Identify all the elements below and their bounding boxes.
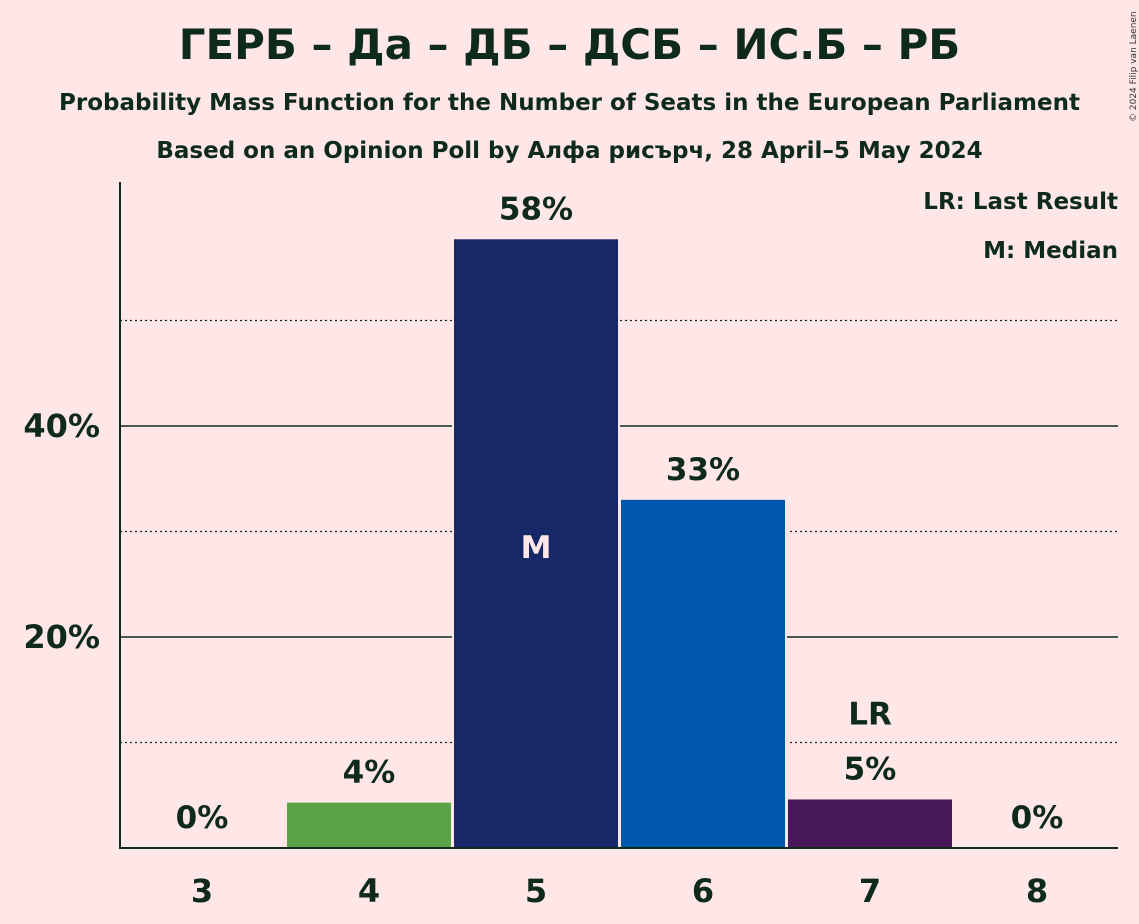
bar-value-label: 0% <box>176 800 229 836</box>
bar-value-label: 4% <box>343 755 396 791</box>
bar-seats-5 <box>454 239 618 848</box>
x-tick-label: 5 <box>525 872 547 910</box>
x-tick-label: 3 <box>191 872 213 910</box>
median-marker: M <box>521 530 552 566</box>
bar-value-label: 33% <box>666 452 740 488</box>
bar-value-label: 58% <box>499 191 573 227</box>
bar-seats-6 <box>621 499 785 848</box>
legend: LR: Last Result M: Median <box>923 189 1118 264</box>
labels: 20% 40% 3 4 5 6 7 8 0% 4% 58% 33% 5% 0% M LR <box>23 191 1063 910</box>
chart-source: Based on an Opinion Poll by Алфа рисърч,… <box>156 138 983 164</box>
bar-seats-4 <box>287 802 451 848</box>
last-result-marker: LR <box>848 696 892 732</box>
x-tick-label: 7 <box>859 872 881 910</box>
chart-title: ГЕРБ – Да – ДБ – ДСБ – ИС.Б – РБ <box>178 20 961 69</box>
x-tick-label: 8 <box>1026 872 1048 910</box>
bars <box>285 237 954 848</box>
bar-value-label: 0% <box>1011 800 1064 836</box>
bar-seats-7 <box>788 799 952 848</box>
y-tick-label: 20% <box>23 618 100 656</box>
legend-median: M: Median <box>983 238 1118 264</box>
y-tick-label: 40% <box>23 407 100 445</box>
bar-value-label: 5% <box>844 751 897 787</box>
legend-last-result: LR: Last Result <box>923 189 1118 215</box>
chart-subtitle: Probability Mass Function for the Number… <box>59 90 1080 116</box>
x-tick-label: 4 <box>358 872 380 910</box>
x-tick-label: 6 <box>692 872 714 910</box>
axes <box>119 182 1118 849</box>
